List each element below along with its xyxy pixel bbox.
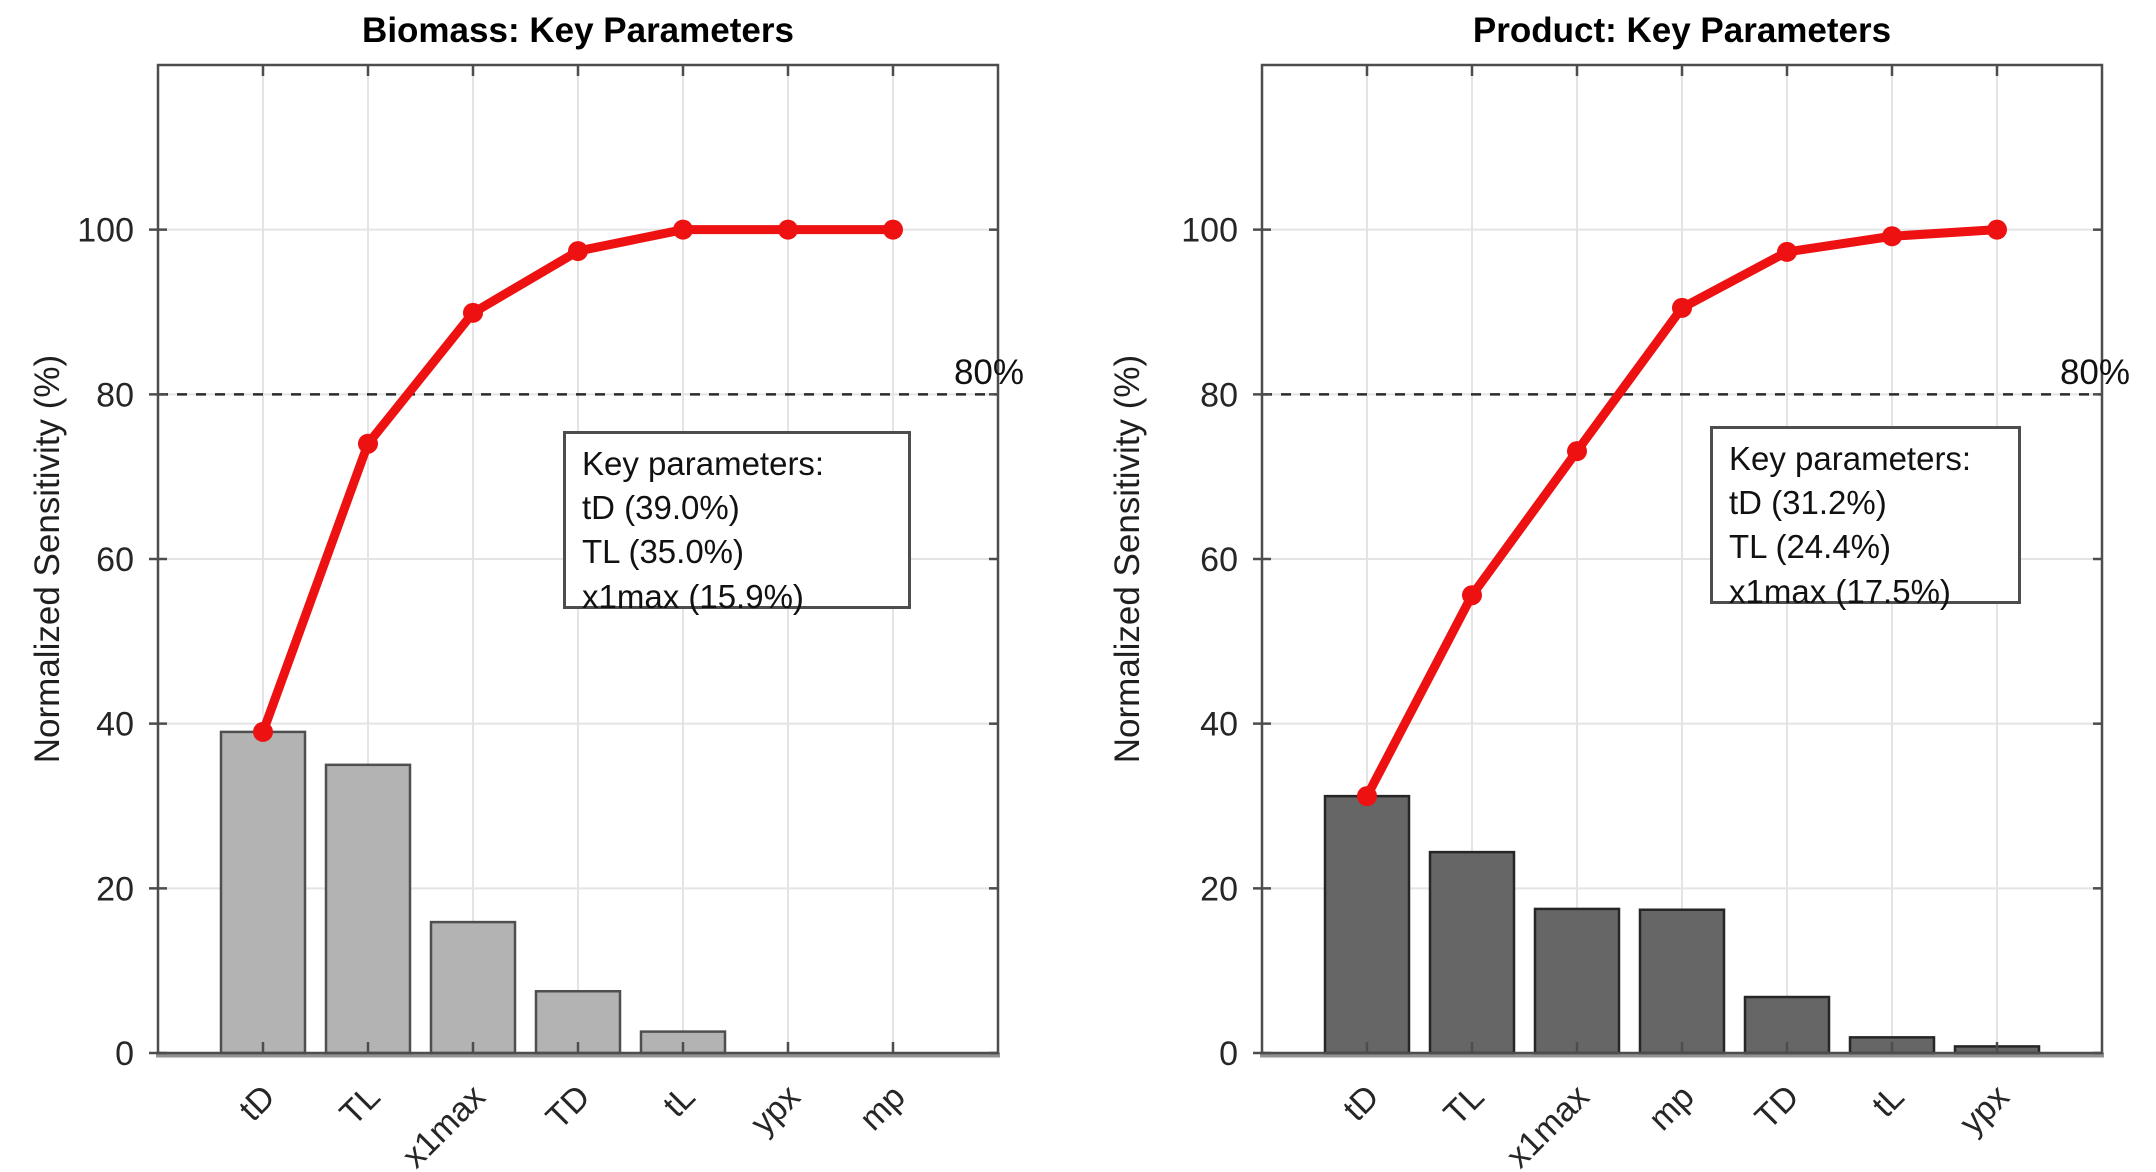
y-tick-label-60: 60 [1200,541,1238,579]
y-tick-label-100: 100 [77,212,134,250]
chart-title-product: Product: Key Parameters [1472,11,1892,50]
cumulative-marker-tD [1357,786,1377,807]
x-category-label-tD: tD [1336,1078,1387,1129]
cumulative-marker-TL [358,433,378,454]
y-tick-label-80: 80 [1200,376,1238,414]
annotation-line: x1max (15.9%) [582,577,804,615]
product-pareto-chart: 0 20 40 60 80 100 tD TL x1max mp TD tL ypx [1181,63,2104,1172]
x-category-label-ypx: ypx [743,1078,807,1142]
x-category-label-TD: TD [1748,1078,1807,1137]
key-parameters-box-biomass: Key parameters: tD (39.0%) TL (35.0%) x1… [563,431,911,615]
cumulative-marker-x1max [1567,441,1587,462]
annotation-line: x1max (17.5%) [1729,572,1951,610]
bar-TL [324,763,412,1055]
y-tick-label-100: 100 [1181,212,1238,250]
cumulative-marker-tD [253,721,273,742]
x-category-label-TD: TD [539,1078,598,1137]
key-parameters-box-product: Key parameters: tD (31.2%) TL (24.4%) x1… [1710,426,2021,610]
cumulative-marker-TL [1462,585,1482,606]
y-tick-label-0: 0 [115,1035,134,1073]
x-category-label-x1max: x1max [1499,1078,1597,1172]
cumulative-marker-TD [568,241,588,262]
annotation-line: tD (31.2%) [1729,484,1887,522]
cumulative-marker-tL [673,219,693,240]
cumulative-marker-x1max [463,302,483,323]
x-category-label-ypx: ypx [1952,1078,2016,1142]
x-category-label-x1max: x1max [395,1078,493,1172]
y-axis-label-left: Normalized Sensitivity (%) [28,354,67,764]
cumulative-marker-mp [883,219,903,240]
bar-x1max [1533,907,1621,1055]
annotation-line: Key parameters: [1729,440,1972,477]
cumulative-marker-ypx [1987,219,2007,240]
y-tick-label-20: 20 [1200,870,1238,908]
biomass-pareto-chart: 0 20 40 60 80 100 tD TL x1max TD tL ypx mp [77,63,1000,1172]
y-axis-label-right: Normalized Sensitivity (%) [1108,354,1147,764]
x-category-label-TL: TL [1437,1078,1492,1133]
x-category-label-TL: TL [333,1078,388,1133]
y-tick-label-60: 60 [96,541,134,579]
x-category-label-mp: mp [1641,1078,1701,1138]
y-tick-label-0: 0 [1219,1035,1238,1073]
x-category-label-tL: tL [656,1078,703,1125]
y-tick-label-40: 40 [96,706,134,744]
annotation-line: TL (35.0%) [582,533,745,571]
threshold-label-left: 80% [953,353,1024,392]
x-category-label-mp: mp [852,1078,912,1138]
y-tick-label-40: 40 [1200,706,1238,744]
bar-mp [1638,908,1726,1055]
annotation-line: TL (24.4%) [1729,528,1892,566]
chart-title-biomass: Biomass: Key Parameters [362,11,794,50]
x-category-label-tL: tL [1865,1078,1912,1125]
bar-TL [1428,850,1516,1055]
annotation-line: tD (39.0%) [582,489,740,527]
cumulative-marker-tL [1882,226,1902,247]
y-tick-label-80: 80 [96,376,134,414]
bar-tD [1323,794,1411,1055]
cumulative-marker-ypx [778,219,798,240]
cumulative-marker-mp [1672,297,1692,318]
annotation-line: Key parameters: [582,445,825,482]
x-category-label-tD: tD [232,1078,283,1129]
bar-tD [219,730,307,1055]
bar-x1max [429,920,517,1055]
threshold-label-right: 80% [2059,353,2130,392]
cumulative-marker-TD [1777,241,1797,262]
y-tick-label-20: 20 [96,870,134,908]
